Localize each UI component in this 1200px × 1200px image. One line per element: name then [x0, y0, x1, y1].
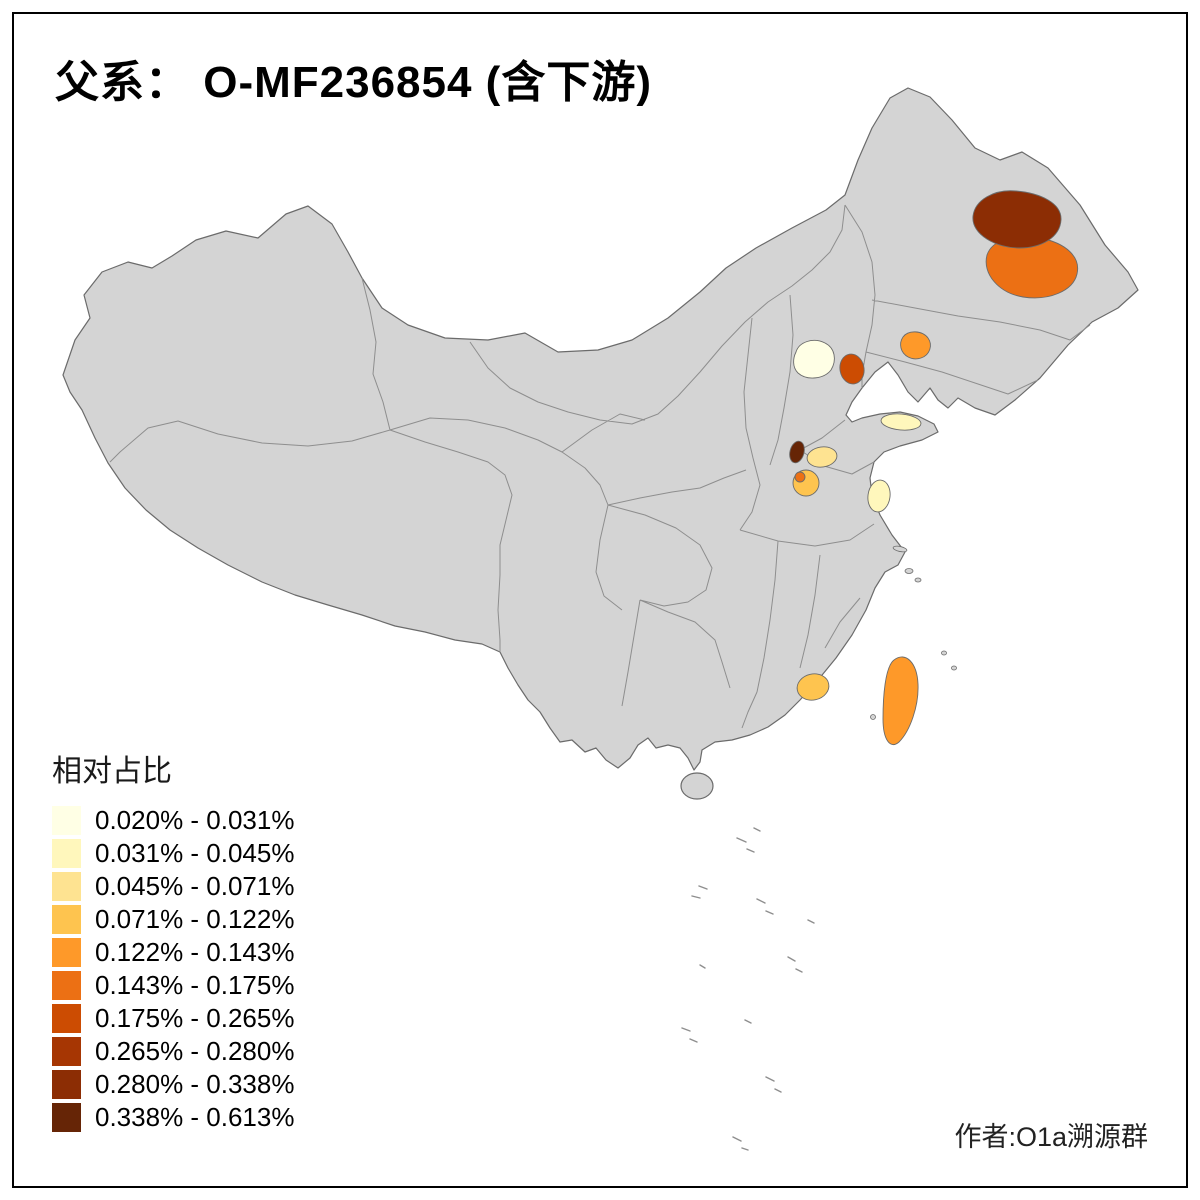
taiwan-island	[882, 656, 919, 746]
legend-color-swatch	[52, 1037, 81, 1066]
map-title: 父系： O-MF236854 (含下游)	[55, 58, 652, 107]
province-borders	[109, 204, 1091, 729]
region-east-henan-orange-dot	[794, 471, 806, 483]
legend-color-swatch	[52, 971, 81, 1000]
region-tianjin-orange	[839, 353, 865, 385]
legend-item: 0.280% - 0.338%	[52, 1069, 295, 1099]
east-sea-islet-2	[951, 665, 957, 671]
legend-item: 0.143% - 0.175%	[52, 970, 295, 1000]
legend-label: 0.143% - 0.175%	[95, 970, 295, 1000]
penghu-islet	[870, 714, 876, 720]
legend-item: 0.031% - 0.045%	[52, 838, 295, 868]
legend-color-swatch	[52, 839, 81, 868]
region-northeast-dark	[972, 190, 1062, 249]
legend-item: 0.338% - 0.613%	[52, 1102, 295, 1132]
legend-color-swatch	[52, 938, 81, 967]
highlight-regions	[789, 190, 1079, 746]
legend-label: 0.175% - 0.265%	[95, 1003, 295, 1033]
east-sea-islet-1	[941, 650, 947, 656]
coastal-islands	[870, 545, 957, 720]
legend-color-swatch	[52, 806, 81, 835]
region-west-shandong-tan	[806, 446, 838, 468]
region-jiangsu-pale	[867, 479, 891, 513]
legend-color-swatch	[52, 872, 81, 901]
region-north-henan-dark	[789, 440, 805, 464]
legend-item: 0.020% - 0.031%	[52, 805, 295, 835]
legend-label: 0.338% - 0.613%	[95, 1102, 295, 1132]
legend-color-swatch	[52, 1103, 81, 1132]
legend-item: 0.071% - 0.122%	[52, 904, 295, 934]
legend-item: 0.045% - 0.071%	[52, 871, 295, 901]
legend: 相对占比 0.020% - 0.031% 0.031% - 0.045% 0.0…	[52, 746, 294, 1136]
legend-item: 0.175% - 0.265%	[52, 1003, 295, 1033]
legend-label: 0.265% - 0.280%	[95, 1036, 295, 1066]
hainan-island	[680, 772, 714, 800]
region-liaoning-patch	[900, 331, 931, 360]
zhoushan-islet-1	[904, 568, 914, 574]
legend-label: 0.020% - 0.031%	[95, 805, 295, 835]
legend-label: 0.045% - 0.071%	[95, 871, 295, 901]
legend-item: 0.122% - 0.143%	[52, 937, 295, 967]
legend-label: 0.071% - 0.122%	[95, 904, 295, 934]
zhoushan-islet-2	[914, 577, 922, 583]
legend-color-swatch	[52, 1004, 81, 1033]
chongming-islet	[892, 545, 908, 553]
legend-color-swatch	[52, 905, 81, 934]
author-credit: 作者:O1a溯源群	[954, 1122, 1148, 1152]
legend-label: 0.280% - 0.338%	[95, 1069, 295, 1099]
legend-label: 0.122% - 0.143%	[95, 937, 295, 967]
region-beijing-pale	[793, 340, 835, 379]
region-shandong-peninsula-pale	[880, 413, 922, 431]
legend-item: 0.265% - 0.280%	[52, 1036, 295, 1066]
legend-rows: 0.020% - 0.031% 0.031% - 0.045% 0.045% -…	[52, 805, 295, 1132]
south-china-sea-islands	[681, 827, 815, 1151]
mainland-china-shape	[62, 87, 1139, 771]
legend-title: 相对占比	[52, 755, 172, 788]
legend-color-swatch	[52, 1070, 81, 1099]
region-guangdong-patch	[796, 673, 830, 701]
legend-label: 0.031% - 0.045%	[95, 838, 295, 868]
